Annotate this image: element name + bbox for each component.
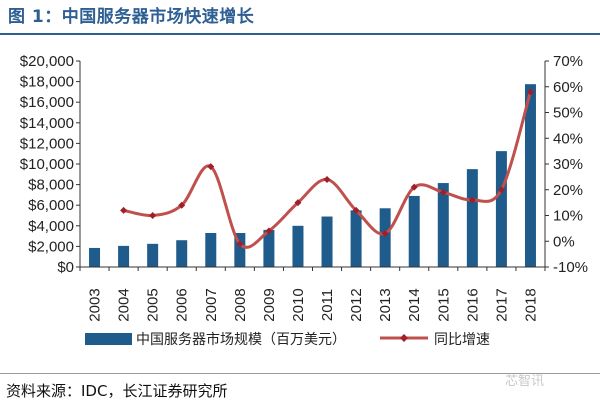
left-tick-label: $4,000 <box>28 218 74 235</box>
line-series <box>120 88 534 249</box>
growth-marker-2012 <box>352 206 360 214</box>
bar-2017 <box>495 151 507 267</box>
source-note: 资料来源：IDC，长江证券研究所 <box>6 382 228 400</box>
bar-2014 <box>408 195 420 267</box>
x-tick-label: 2003 <box>87 288 104 321</box>
left-tick-label: $16,000 <box>20 94 74 111</box>
right-tick-label: 20% <box>553 182 583 199</box>
right-tick-label: 10% <box>553 208 583 225</box>
growth-marker-2013 <box>381 230 389 238</box>
bar-2003 <box>89 247 101 267</box>
legend-line-marker <box>400 334 408 342</box>
bar-2012 <box>350 210 362 267</box>
figure-title: 图 1：中国服务器市场快速增长 <box>8 7 255 27</box>
growth-marker-2016 <box>468 196 476 204</box>
axes: $0 $2,000 $4,000 $6,000 $8,000 $10,000 $12,000… <box>20 53 588 322</box>
x-tick-label: 2016 <box>464 288 481 321</box>
x-tick-label: 2011 <box>319 289 336 321</box>
left-tick-label: $10,000 <box>20 156 74 173</box>
left-tick-label: $6,000 <box>28 197 74 214</box>
x-tick-label: 2006 <box>174 288 191 321</box>
growth-marker-2014 <box>410 183 418 191</box>
growth-marker-2017 <box>497 186 505 194</box>
bar-2004 <box>118 245 130 267</box>
growth-marker-2011 <box>323 175 331 183</box>
bar-2013 <box>379 208 391 267</box>
x-tick-label: 2017 <box>493 288 510 321</box>
left-tick-label: $8,000 <box>28 177 74 194</box>
x-tick-label: 2012 <box>348 288 365 321</box>
left-tick-label: $14,000 <box>20 115 74 132</box>
growth-marker-2018 <box>526 88 534 96</box>
left-tick-label: $12,000 <box>20 135 74 152</box>
x-tick-label: 2013 <box>377 288 394 321</box>
x-tick-label: 2015 <box>435 288 452 321</box>
bar-2010 <box>292 225 304 267</box>
bar-2008 <box>234 233 246 267</box>
x-tick-label: 2008 <box>232 288 249 321</box>
growth-marker-2007 <box>207 163 215 171</box>
bar-2006 <box>176 240 188 267</box>
legend: 中国服务器市场规模（百万美元） 同比增速 <box>85 331 490 347</box>
x-tick-label: 2004 <box>116 288 133 321</box>
bar-2018 <box>524 84 536 267</box>
right-tick-label: -10% <box>553 259 588 276</box>
growth-marker-2008 <box>236 240 244 248</box>
watermark: 芯智讯 <box>505 374 545 389</box>
left-tick-label: $18,000 <box>20 74 74 91</box>
growth-marker-2010 <box>294 199 302 207</box>
x-tick-label: 2014 <box>406 288 423 321</box>
left-tick-label: $0 <box>57 259 74 276</box>
left-tick-label: $20,000 <box>20 53 74 70</box>
x-tick-label: 2005 <box>145 288 162 321</box>
legend-bar-label: 中国服务器市场规模（百万美元） <box>136 331 346 347</box>
bar-2009 <box>263 229 275 267</box>
bar-2016 <box>466 169 478 267</box>
growth-marker-2015 <box>439 188 447 196</box>
bar-series <box>89 84 536 267</box>
growth-marker-2004 <box>120 206 128 214</box>
x-tick-label: 2007 <box>203 288 220 321</box>
right-tick-label: 70% <box>553 53 583 70</box>
growth-marker-2006 <box>178 201 186 209</box>
growth-marker-2009 <box>265 227 273 235</box>
bar-2011 <box>321 216 333 267</box>
x-tick-label: 2009 <box>261 288 278 321</box>
x-tick-label: 2018 <box>522 288 539 321</box>
left-tick-label: $2,000 <box>28 238 74 255</box>
title-rule <box>0 33 600 35</box>
bar-2015 <box>437 183 449 267</box>
right-tick-label: 60% <box>553 79 583 96</box>
bar-2005 <box>147 243 159 267</box>
right-tick-label: 0% <box>553 233 575 250</box>
right-tick-label: 50% <box>553 105 583 122</box>
bottom-rule <box>0 373 600 374</box>
growth-marker-2005 <box>149 212 157 219</box>
x-tick-label: 2010 <box>290 288 307 321</box>
bar-2007 <box>205 233 217 267</box>
legend-bar-swatch <box>85 333 132 345</box>
right-tick-label: 40% <box>553 130 583 147</box>
legend-line-label: 同比增速 <box>434 331 490 347</box>
right-tick-label: 30% <box>553 156 583 173</box>
